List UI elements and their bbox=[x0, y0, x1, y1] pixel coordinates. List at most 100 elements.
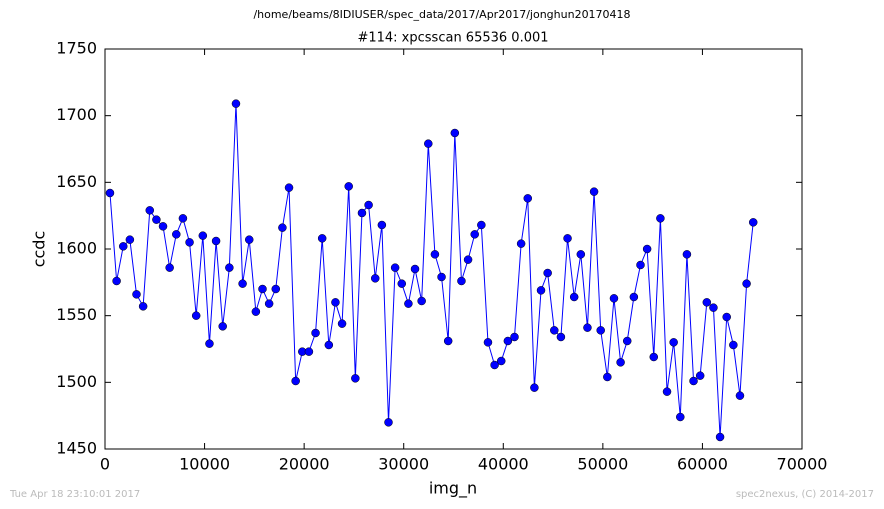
data-point bbox=[735, 391, 745, 400]
data-point bbox=[715, 432, 725, 442]
data-point bbox=[470, 230, 479, 239]
data-point bbox=[417, 296, 426, 306]
y-axis-label: ccdc bbox=[30, 231, 49, 268]
data-point bbox=[390, 263, 400, 272]
data-point bbox=[443, 336, 453, 346]
data-point bbox=[563, 234, 572, 243]
x-tick-label: 30000 bbox=[378, 455, 429, 474]
data-point bbox=[437, 272, 446, 282]
data-point bbox=[622, 336, 632, 346]
data-point bbox=[258, 284, 267, 294]
data-point bbox=[702, 298, 712, 307]
data-point bbox=[636, 260, 645, 270]
chart-subtitle: #114: xpcsscan 65536 0.001 bbox=[357, 31, 548, 46]
data-point bbox=[105, 188, 115, 198]
data-point bbox=[550, 326, 559, 335]
data-point bbox=[463, 255, 473, 264]
data-point bbox=[364, 200, 373, 210]
data-point bbox=[244, 235, 254, 244]
y-tick-label: 1750 bbox=[56, 39, 97, 58]
data-point bbox=[172, 230, 181, 239]
data-point bbox=[337, 319, 347, 328]
data-point bbox=[689, 376, 698, 386]
data-point bbox=[218, 322, 227, 331]
data-point bbox=[543, 268, 552, 278]
data-point bbox=[695, 371, 705, 380]
footer-date: Tue Apr 18 23:10:01 2017 bbox=[9, 489, 140, 500]
data-point bbox=[271, 284, 281, 294]
data-point bbox=[483, 338, 493, 347]
data-point bbox=[165, 263, 174, 272]
data-point bbox=[264, 299, 274, 308]
data-point bbox=[642, 244, 652, 254]
data-point bbox=[225, 263, 234, 272]
data-point bbox=[211, 236, 221, 246]
data-point bbox=[729, 340, 738, 350]
y-tick-label: 1550 bbox=[56, 305, 97, 324]
data-point bbox=[304, 347, 314, 356]
data-point bbox=[191, 311, 201, 320]
data-point bbox=[722, 312, 731, 322]
data-point bbox=[185, 238, 194, 247]
data-point bbox=[503, 336, 513, 346]
data-point bbox=[158, 222, 168, 231]
data-point bbox=[536, 286, 546, 295]
data-point bbox=[609, 294, 619, 303]
data-point bbox=[629, 292, 639, 302]
data-point bbox=[516, 239, 526, 248]
x-tick-label: 0 bbox=[100, 455, 110, 474]
data-point bbox=[616, 358, 625, 367]
data-point bbox=[490, 360, 499, 370]
x-axis-label: img_n bbox=[429, 479, 477, 499]
data-point bbox=[152, 215, 161, 224]
data-point bbox=[311, 328, 320, 338]
data-point bbox=[523, 194, 533, 203]
data-point bbox=[404, 299, 413, 308]
chart-title: /home/beams/8IDIUSER/spec_data/2017/Apr2… bbox=[253, 8, 630, 21]
data-point bbox=[351, 374, 360, 383]
data-point bbox=[576, 250, 586, 259]
x-tick-label: 20000 bbox=[279, 455, 330, 474]
data-point bbox=[649, 352, 659, 362]
data-point bbox=[430, 250, 440, 259]
data-point bbox=[112, 276, 121, 286]
data-point bbox=[278, 223, 287, 232]
data-point bbox=[331, 298, 340, 307]
data-point bbox=[669, 338, 678, 347]
x-tick-label: 60000 bbox=[677, 455, 728, 474]
x-tick-label: 10000 bbox=[179, 455, 230, 474]
data-point bbox=[178, 214, 188, 223]
y-tick-label: 1500 bbox=[56, 372, 97, 391]
data-point bbox=[510, 332, 519, 342]
y-tick-label: 1650 bbox=[56, 172, 97, 191]
y-tick-label: 1600 bbox=[56, 239, 97, 258]
data-point bbox=[742, 279, 751, 288]
data-point bbox=[662, 387, 672, 396]
data-point bbox=[748, 218, 758, 227]
data-point bbox=[344, 182, 353, 191]
data-point bbox=[205, 339, 214, 348]
data-point bbox=[317, 234, 327, 243]
data-point bbox=[132, 290, 141, 299]
data-point bbox=[569, 292, 579, 302]
data-point bbox=[145, 206, 155, 215]
data-point bbox=[596, 326, 605, 335]
data-point bbox=[324, 340, 334, 350]
data-point bbox=[410, 264, 420, 274]
data-point bbox=[603, 372, 612, 382]
data-point bbox=[357, 208, 367, 218]
data-point bbox=[231, 99, 241, 108]
data-point bbox=[583, 323, 592, 332]
x-tick-label: 50000 bbox=[577, 455, 628, 474]
y-tick-label: 1450 bbox=[56, 439, 97, 458]
footer-credit: spec2nexus, (C) 2014-2017 bbox=[736, 489, 874, 500]
data-point bbox=[676, 412, 685, 422]
data-point bbox=[424, 139, 433, 148]
data-point bbox=[291, 376, 300, 386]
data-point bbox=[370, 274, 380, 283]
data-point bbox=[530, 383, 539, 392]
data-point bbox=[709, 303, 718, 312]
plot-frame bbox=[104, 48, 803, 450]
